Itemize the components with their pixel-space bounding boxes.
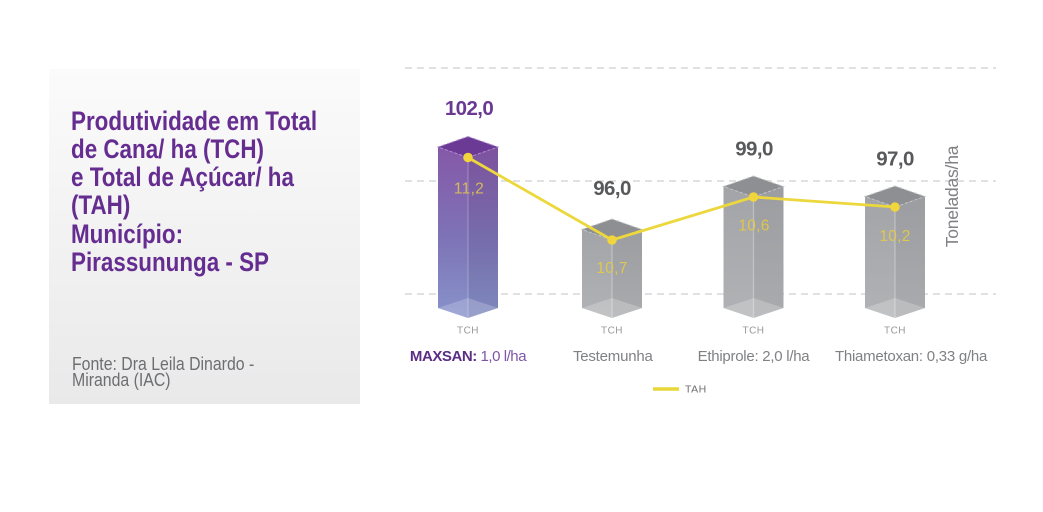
svg-text:TAH: TAH [685,384,707,396]
svg-text:Ethiprole: 2,0 l/ha: Ethiprole: 2,0 l/ha [698,348,811,365]
svg-text:10,6: 10,6 [738,217,769,234]
svg-text:96,0: 96,0 [593,177,631,200]
svg-text:102,0: 102,0 [445,97,493,120]
svg-text:Toneladas/ha: Toneladas/ha [942,145,962,247]
svg-text:Testemunha: Testemunha [573,348,654,365]
svg-text:10,7: 10,7 [596,260,627,277]
svg-text:MAXSAN: 1,0 l/ha: MAXSAN: 1,0 l/ha [410,348,527,365]
svg-text:TCH: TCH [884,326,906,337]
svg-text:TCH: TCH [457,326,479,337]
svg-text:99,0: 99,0 [735,138,773,161]
svg-text:10,2: 10,2 [879,228,910,245]
svg-text:TCH: TCH [601,326,623,337]
svg-text:TCH: TCH [742,326,764,337]
svg-text:11,2: 11,2 [454,180,484,197]
svg-text:Thiametoxan: 0,33 g/ha: Thiametoxan: 0,33 g/ha [835,348,988,365]
svg-text:97,0: 97,0 [876,148,914,171]
